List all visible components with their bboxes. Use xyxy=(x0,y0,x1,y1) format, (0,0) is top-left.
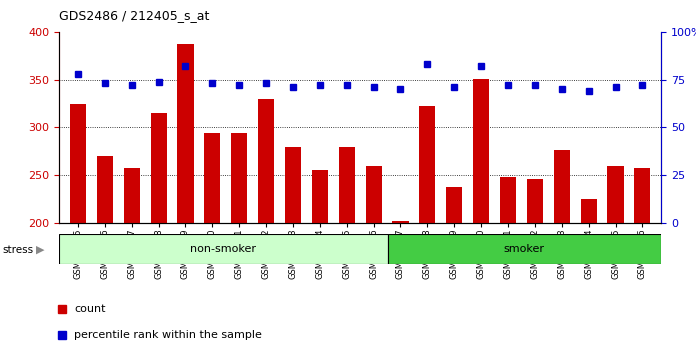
Text: smoker: smoker xyxy=(504,244,545,254)
Text: percentile rank within the sample: percentile rank within the sample xyxy=(74,330,262,339)
Bar xyxy=(97,156,113,354)
Bar xyxy=(365,166,381,354)
Bar xyxy=(500,177,516,354)
Bar xyxy=(580,199,596,354)
Bar xyxy=(608,166,624,354)
Bar xyxy=(205,133,221,354)
Bar xyxy=(231,133,247,354)
Text: stress: stress xyxy=(2,245,33,255)
Text: count: count xyxy=(74,304,106,314)
Bar xyxy=(150,113,166,354)
Text: GDS2486 / 212405_s_at: GDS2486 / 212405_s_at xyxy=(59,9,209,22)
Bar xyxy=(527,179,543,354)
Bar xyxy=(446,187,462,354)
Bar xyxy=(339,147,355,354)
Text: non-smoker: non-smoker xyxy=(190,244,256,254)
Bar xyxy=(70,104,86,354)
Bar xyxy=(285,147,301,354)
Bar xyxy=(59,234,388,264)
Bar xyxy=(124,167,140,354)
Bar xyxy=(388,234,661,264)
Bar xyxy=(393,221,409,354)
Bar xyxy=(258,99,274,354)
Bar xyxy=(634,167,651,354)
Bar xyxy=(419,107,436,354)
Bar xyxy=(473,79,489,354)
Bar xyxy=(312,171,328,354)
Bar xyxy=(554,150,570,354)
Bar xyxy=(177,44,193,354)
Text: ▶: ▶ xyxy=(36,245,45,255)
